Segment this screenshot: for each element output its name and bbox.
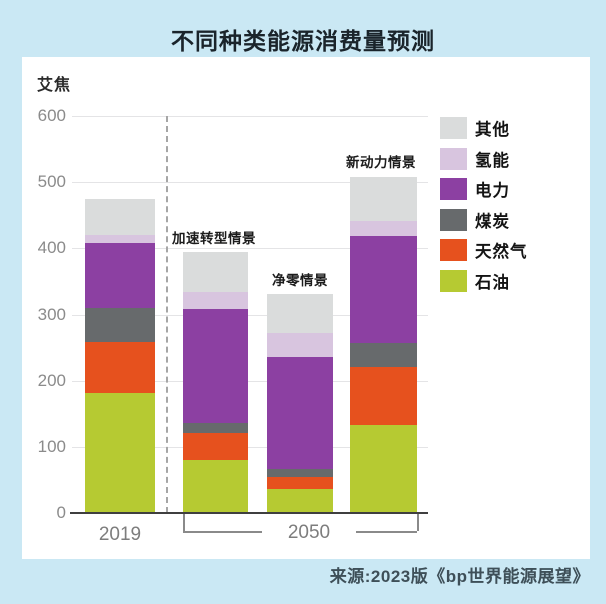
scenario-annotation-2: 净零情景 <box>272 273 328 288</box>
bar-segment-coal-scenario2 <box>267 469 333 478</box>
y-tick-label-300: 300 <box>37 305 66 324</box>
y-tick-label-600: 600 <box>37 106 66 125</box>
bar-segment-oil-scenario1 <box>183 460 248 513</box>
chart-title: 不同种类能源消费量预测 <box>171 28 435 54</box>
gridline-500 <box>72 182 428 183</box>
bar-segment-other-y2019 <box>85 198 155 236</box>
source-attribution: 来源:2023版《bp世界能源展望》 <box>329 567 590 586</box>
x-axis-line <box>70 512 428 514</box>
gridline-400 <box>72 248 428 249</box>
bar-segment-other-scenario1 <box>183 251 248 292</box>
bar-segment-oil-scenario2 <box>267 489 333 513</box>
gridline-200 <box>72 381 428 382</box>
legend-item-electricity: 电力 <box>440 178 510 200</box>
legend-swatch-natural-gas <box>440 239 467 261</box>
bar-segment-hydrogen-scenario3 <box>350 221 417 236</box>
y-tick-label-400: 400 <box>37 238 66 257</box>
legend-label-coal: 煤炭 <box>475 212 510 231</box>
legend-item-natural-gas: 天然气 <box>440 239 528 261</box>
y-axis-unit-label: 艾焦 <box>37 77 72 94</box>
bar-segment-natural-gas-scenario1 <box>183 432 248 461</box>
legend-item-coal: 煤炭 <box>440 208 510 231</box>
bracket-left-tick <box>183 514 185 531</box>
scenario-separator-line <box>166 116 168 513</box>
gridline-600 <box>72 116 428 117</box>
legend-item-hydrogen: 氢能 <box>440 147 510 170</box>
bar-segment-coal-y2019 <box>85 307 155 343</box>
scenario-annotation-3: 新动力情景 <box>346 155 416 170</box>
y-tick-label-200: 200 <box>37 371 66 390</box>
bar-segment-hydrogen-scenario2 <box>267 333 333 357</box>
legend-swatch-other <box>440 117 467 139</box>
legend-item-other: 其他 <box>440 117 510 139</box>
legend-swatch-oil <box>440 269 467 292</box>
scenario-annotation-1: 加速转型情景 <box>172 231 256 246</box>
bar-segment-hydrogen-y2019 <box>85 235 155 244</box>
y-tick-label-0: 0 <box>56 503 66 522</box>
legend-swatch-electricity <box>440 178 467 200</box>
bar-segment-electricity-y2019 <box>85 243 155 308</box>
bar-segment-oil-y2019 <box>85 392 155 513</box>
bar-segment-natural-gas-scenario3 <box>350 366 417 425</box>
legend-item-oil: 石油 <box>440 269 510 292</box>
legend-label-electricity: 电力 <box>475 182 510 200</box>
bar-segment-electricity-scenario1 <box>183 309 248 423</box>
bar-segment-natural-gas-scenario2 <box>267 477 333 490</box>
y-tick-label-100: 100 <box>37 437 66 456</box>
bracket-right-tick <box>417 514 419 531</box>
legend-swatch-coal <box>440 208 467 231</box>
bar-segment-electricity-scenario2 <box>267 356 333 470</box>
legend-label-other: 其他 <box>475 121 510 139</box>
bar-segment-coal-scenario1 <box>183 423 248 433</box>
bar-segment-hydrogen-scenario1 <box>183 292 248 310</box>
bar-segment-other-scenario2 <box>267 293 333 334</box>
bar-segment-other-scenario3 <box>350 176 417 222</box>
legend-label-oil: 石油 <box>475 273 510 292</box>
gridline-100 <box>72 447 428 448</box>
gridline-300 <box>72 315 428 316</box>
bar-segment-electricity-scenario3 <box>350 235 417 343</box>
legend-label-hydrogen: 氢能 <box>475 151 510 170</box>
legend-swatch-hydrogen <box>440 147 467 170</box>
y-tick-label-500: 500 <box>37 172 66 191</box>
x-axis-label-2019: 2019 <box>98 524 142 545</box>
bar-segment-natural-gas-y2019 <box>85 342 155 393</box>
x-axis-group-label-2050: 2050 <box>262 522 356 544</box>
bar-segment-oil-scenario3 <box>350 424 417 513</box>
legend-label-natural-gas: 天然气 <box>475 243 528 261</box>
bar-segment-coal-scenario3 <box>350 342 417 367</box>
